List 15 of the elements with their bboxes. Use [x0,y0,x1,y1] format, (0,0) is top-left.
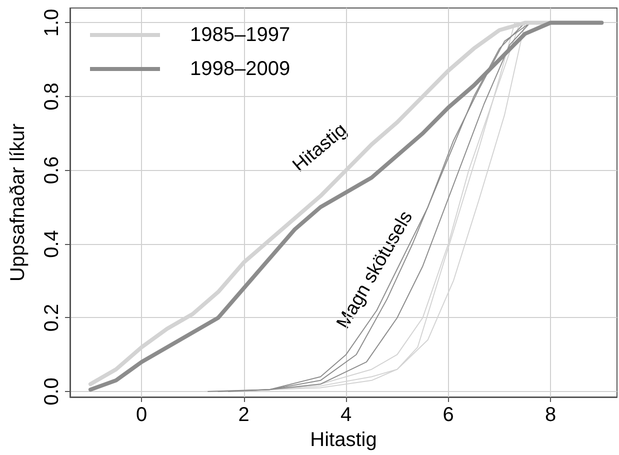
y-tick-label: 0.2 [41,304,63,332]
y-tick-label: 0.4 [41,230,63,258]
x-axis-title: Hitastig [310,429,377,451]
y-axis-title: Uppsafnaðar líkur [7,123,29,282]
x-tick-label: 6 [442,404,454,426]
y-tick-label: 0.6 [41,156,63,184]
x-tick-label: 0 [136,404,148,426]
legend-label: 1998–2009 [190,58,290,80]
x-tick-label: 4 [340,404,352,426]
y-tick-label: 1.0 [41,8,63,37]
y-tick-label: 0.8 [41,82,63,110]
x-tick-label: 2 [238,404,250,426]
legend-label: 1985–1997 [190,24,290,46]
y-tick-label: 0.0 [41,378,63,406]
x-tick-label: 8 [544,404,556,426]
